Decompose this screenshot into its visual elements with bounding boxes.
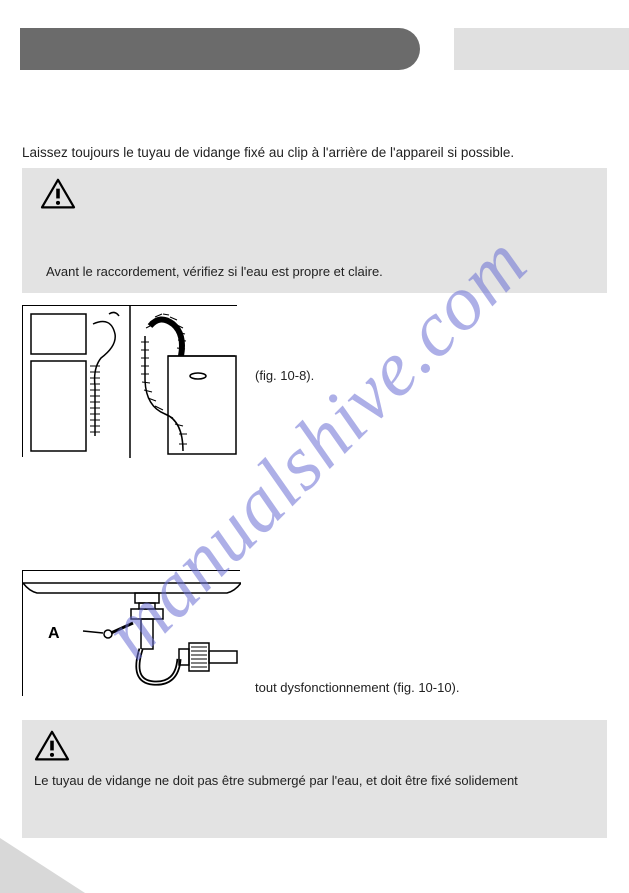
header-bar <box>20 28 420 70</box>
diagram-label-a: A <box>48 625 60 643</box>
warning-icon <box>40 178 76 210</box>
figure-caption-1: (fig. 10-8). <box>255 368 314 383</box>
drain-hose-diagram-top <box>22 305 237 457</box>
warning-text-top: Avant le raccordement, vérifiez si l'eau… <box>46 264 383 279</box>
header-accent <box>454 28 629 70</box>
figure-caption-2: tout dysfonctionnement (fig. 10-10). <box>255 680 460 695</box>
corner-accent <box>0 838 85 893</box>
warning-icon <box>34 730 70 762</box>
warning-box-bottom: Le tuyau de vidange ne doit pas être sub… <box>22 720 607 838</box>
intro-text: Laissez toujours le tuyau de vidange fix… <box>22 145 607 160</box>
warning-text-bottom: Le tuyau de vidange ne doit pas être sub… <box>34 773 595 788</box>
warning-box-top: Avant le raccordement, vérifiez si l'eau… <box>22 168 607 293</box>
